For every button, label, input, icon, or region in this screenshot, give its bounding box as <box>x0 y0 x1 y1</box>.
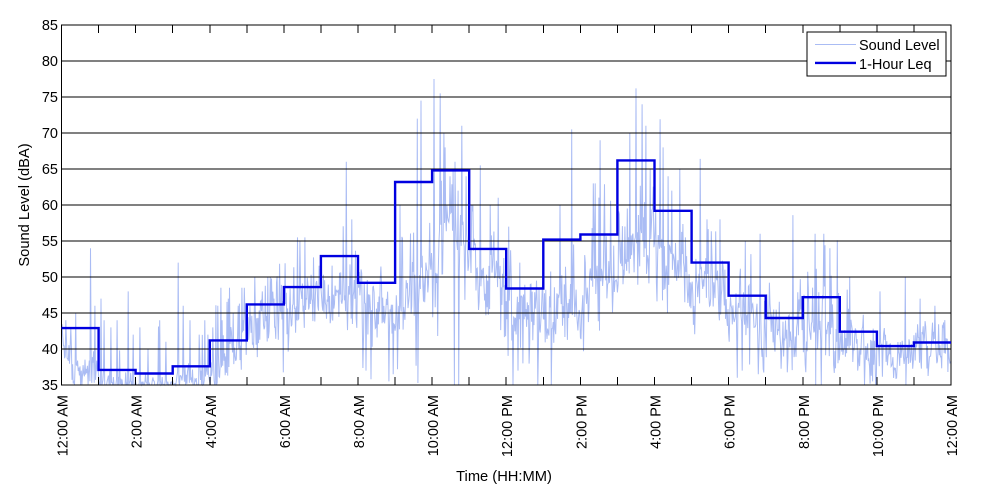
svg-text:8:00 PM: 8:00 PM <box>797 395 813 449</box>
svg-text:10:00 AM: 10:00 AM <box>426 395 442 456</box>
svg-text:65: 65 <box>42 162 58 178</box>
svg-text:2:00 AM: 2:00 AM <box>130 395 146 448</box>
svg-text:12:00 PM: 12:00 PM <box>500 395 516 457</box>
svg-text:4:00 PM: 4:00 PM <box>649 395 665 449</box>
svg-text:Time (HH:MM): Time (HH:MM) <box>456 469 552 485</box>
svg-text:4:00 AM: 4:00 AM <box>204 395 220 448</box>
svg-text:12:00 AM: 12:00 AM <box>945 395 961 456</box>
svg-text:45: 45 <box>42 306 58 322</box>
svg-text:6:00 AM: 6:00 AM <box>278 395 294 448</box>
svg-text:55: 55 <box>42 234 58 250</box>
svg-text:60: 60 <box>42 198 58 214</box>
svg-text:8:00 AM: 8:00 AM <box>352 395 368 448</box>
svg-text:75: 75 <box>42 90 58 106</box>
svg-text:Sound Level: Sound Level <box>859 38 940 54</box>
svg-text:50: 50 <box>42 270 58 286</box>
svg-text:12:00 AM: 12:00 AM <box>56 395 72 456</box>
svg-text:35: 35 <box>42 378 58 394</box>
svg-text:10:00 PM: 10:00 PM <box>871 395 887 457</box>
svg-text:80: 80 <box>42 54 58 70</box>
svg-text:6:00 PM: 6:00 PM <box>723 395 739 449</box>
svg-text:Sound Level (dBA): Sound Level (dBA) <box>17 143 33 266</box>
svg-text:70: 70 <box>42 126 58 142</box>
svg-text:85: 85 <box>42 18 58 34</box>
svg-text:2:00 PM: 2:00 PM <box>574 395 590 449</box>
svg-text:40: 40 <box>42 342 58 358</box>
svg-text:1-Hour Leq: 1-Hour Leq <box>859 57 932 73</box>
